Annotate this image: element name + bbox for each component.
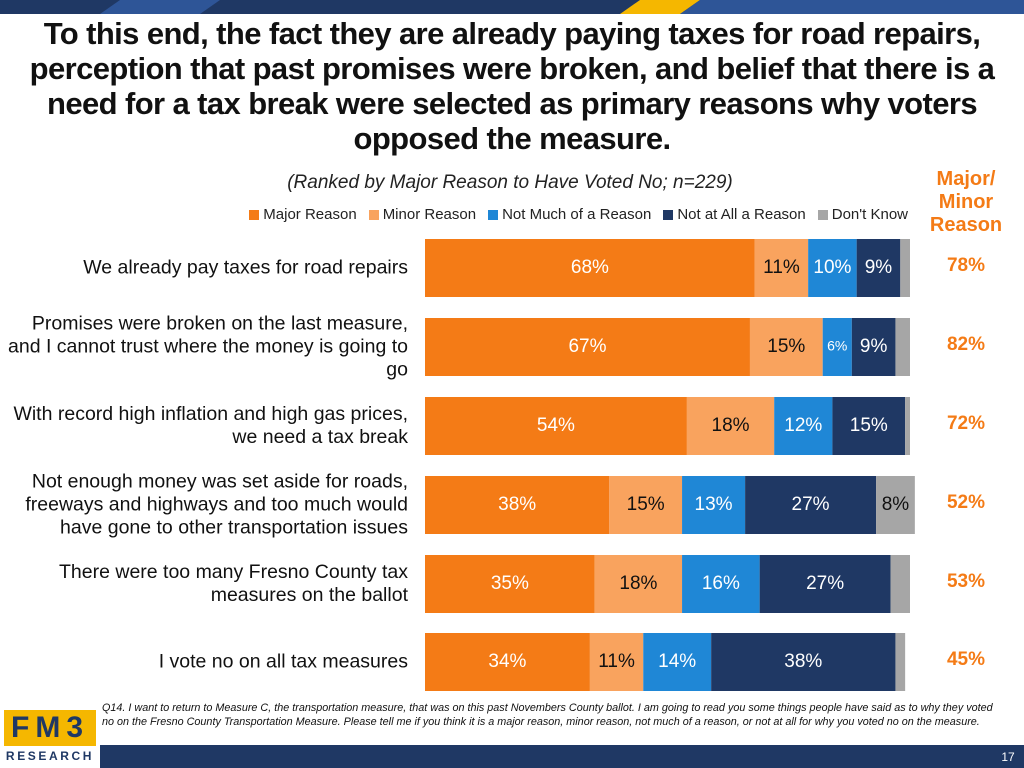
data-label: 15%	[850, 415, 888, 436]
data-label: 34%	[488, 651, 526, 672]
bar-segment	[900, 239, 910, 297]
category-label: Promises were broken on the last measure…	[8, 312, 408, 381]
page-number: 17	[1001, 750, 1015, 764]
legend-label: Not Much of a Reason	[502, 206, 652, 223]
legend-swatch	[663, 209, 674, 220]
category-label: I vote no on all tax measures	[158, 650, 408, 673]
total-label: 78%	[946, 255, 986, 276]
bar-segment	[609, 476, 683, 534]
category-label: There were too many Fresno County tax me…	[59, 561, 408, 606]
data-label: 15%	[767, 336, 805, 357]
bar-segment	[425, 397, 687, 455]
legend: Major Reason Minor Reason Not Much of a Re…	[118, 206, 908, 223]
total-label: 72%	[946, 413, 986, 434]
subtitle: (Ranked by Major Reason to Have Voted No…	[287, 172, 733, 193]
legend-item: Minor Reason	[368, 206, 477, 223]
bar-segment	[832, 397, 906, 455]
data-label: 6%	[827, 338, 847, 354]
total-label: 53%	[946, 571, 986, 592]
top-stripe	[620, 0, 700, 14]
bar-segment	[749, 318, 823, 376]
data-label: 9%	[860, 336, 888, 357]
bar-segment	[425, 555, 595, 613]
data-label: 27%	[792, 494, 830, 515]
data-label: 13%	[695, 494, 733, 515]
legend-item: Not at All a Reason	[663, 206, 806, 223]
bar-segment	[905, 397, 910, 455]
total-label: 82%	[946, 334, 986, 355]
data-label: 27%	[806, 573, 844, 594]
bar-segment	[686, 397, 775, 455]
legend-swatch	[817, 209, 828, 220]
data-label: 9%	[865, 257, 893, 278]
data-label: 38%	[498, 494, 536, 515]
data-label: 11%	[598, 651, 635, 672]
legend-item: Not Much of a Reason	[488, 206, 651, 223]
data-label: 8%	[882, 494, 910, 515]
footnote: Q14. I want to return to Measure C, the …	[102, 702, 993, 728]
bottom-band	[100, 745, 1024, 768]
legend-label: Don't Know	[831, 206, 908, 223]
category-label: Not enough money was set aside for roads…	[25, 470, 408, 539]
data-label: 68%	[571, 257, 609, 278]
data-label: 14%	[658, 651, 696, 672]
bar-segment	[589, 633, 644, 691]
bar-segment	[594, 555, 683, 613]
title: To this end, the fact they are already p…	[29, 16, 995, 156]
legend-label: Not at All a Reason	[677, 206, 806, 223]
top-stripe	[100, 0, 220, 14]
data-label: 16%	[702, 573, 740, 594]
data-label: 35%	[491, 573, 529, 594]
data-label: 15%	[627, 494, 665, 515]
data-label: 54%	[537, 415, 575, 436]
bar-segment	[711, 633, 896, 691]
data-label: 10%	[813, 257, 851, 278]
bar-segment	[643, 633, 712, 691]
bar-segment	[895, 318, 910, 376]
bar-segment	[890, 555, 910, 613]
bar-segment	[851, 318, 896, 376]
category-label: With record high inflation and high gas …	[13, 403, 408, 448]
legend-swatch	[249, 209, 260, 220]
bar-segment	[682, 476, 746, 534]
bar-segment	[876, 476, 915, 534]
bar-segment	[425, 239, 755, 297]
legend-swatch	[488, 209, 499, 220]
legend-label: Major Reason	[263, 206, 357, 223]
bar-segment	[774, 397, 833, 455]
data-label: 11%	[763, 257, 800, 278]
bar-segment	[822, 318, 852, 376]
bar-segment	[754, 239, 809, 297]
logo-text: FM3	[11, 711, 89, 744]
bar-segment	[682, 555, 760, 613]
bar-segment	[759, 555, 891, 613]
logo-box	[4, 710, 96, 746]
bar-segment	[425, 633, 590, 691]
data-label: 67%	[568, 336, 606, 357]
data-label: 18%	[712, 415, 750, 436]
bar-segment	[856, 239, 901, 297]
legend-item: Don't Know	[817, 206, 908, 223]
legend-swatch	[368, 209, 379, 220]
totals-header: Major/ Minor Reason	[929, 168, 1003, 236]
data-label: 38%	[784, 651, 822, 672]
bar-segment	[425, 476, 610, 534]
bar-segment	[425, 318, 750, 376]
total-label: 52%	[946, 492, 986, 513]
logo-subtext: RESEARCH	[6, 749, 94, 763]
data-label: 18%	[619, 573, 657, 594]
bar-segment	[808, 239, 857, 297]
top-stripe	[680, 0, 1024, 14]
bar-segment	[745, 476, 877, 534]
legend-label: Minor Reason	[382, 206, 477, 223]
bar-segment	[895, 633, 906, 691]
category-label: We already pay taxes for road repairs	[83, 256, 408, 279]
legend-item: Major Reason	[249, 206, 357, 223]
data-label: 12%	[784, 415, 822, 436]
total-label: 45%	[946, 649, 986, 670]
